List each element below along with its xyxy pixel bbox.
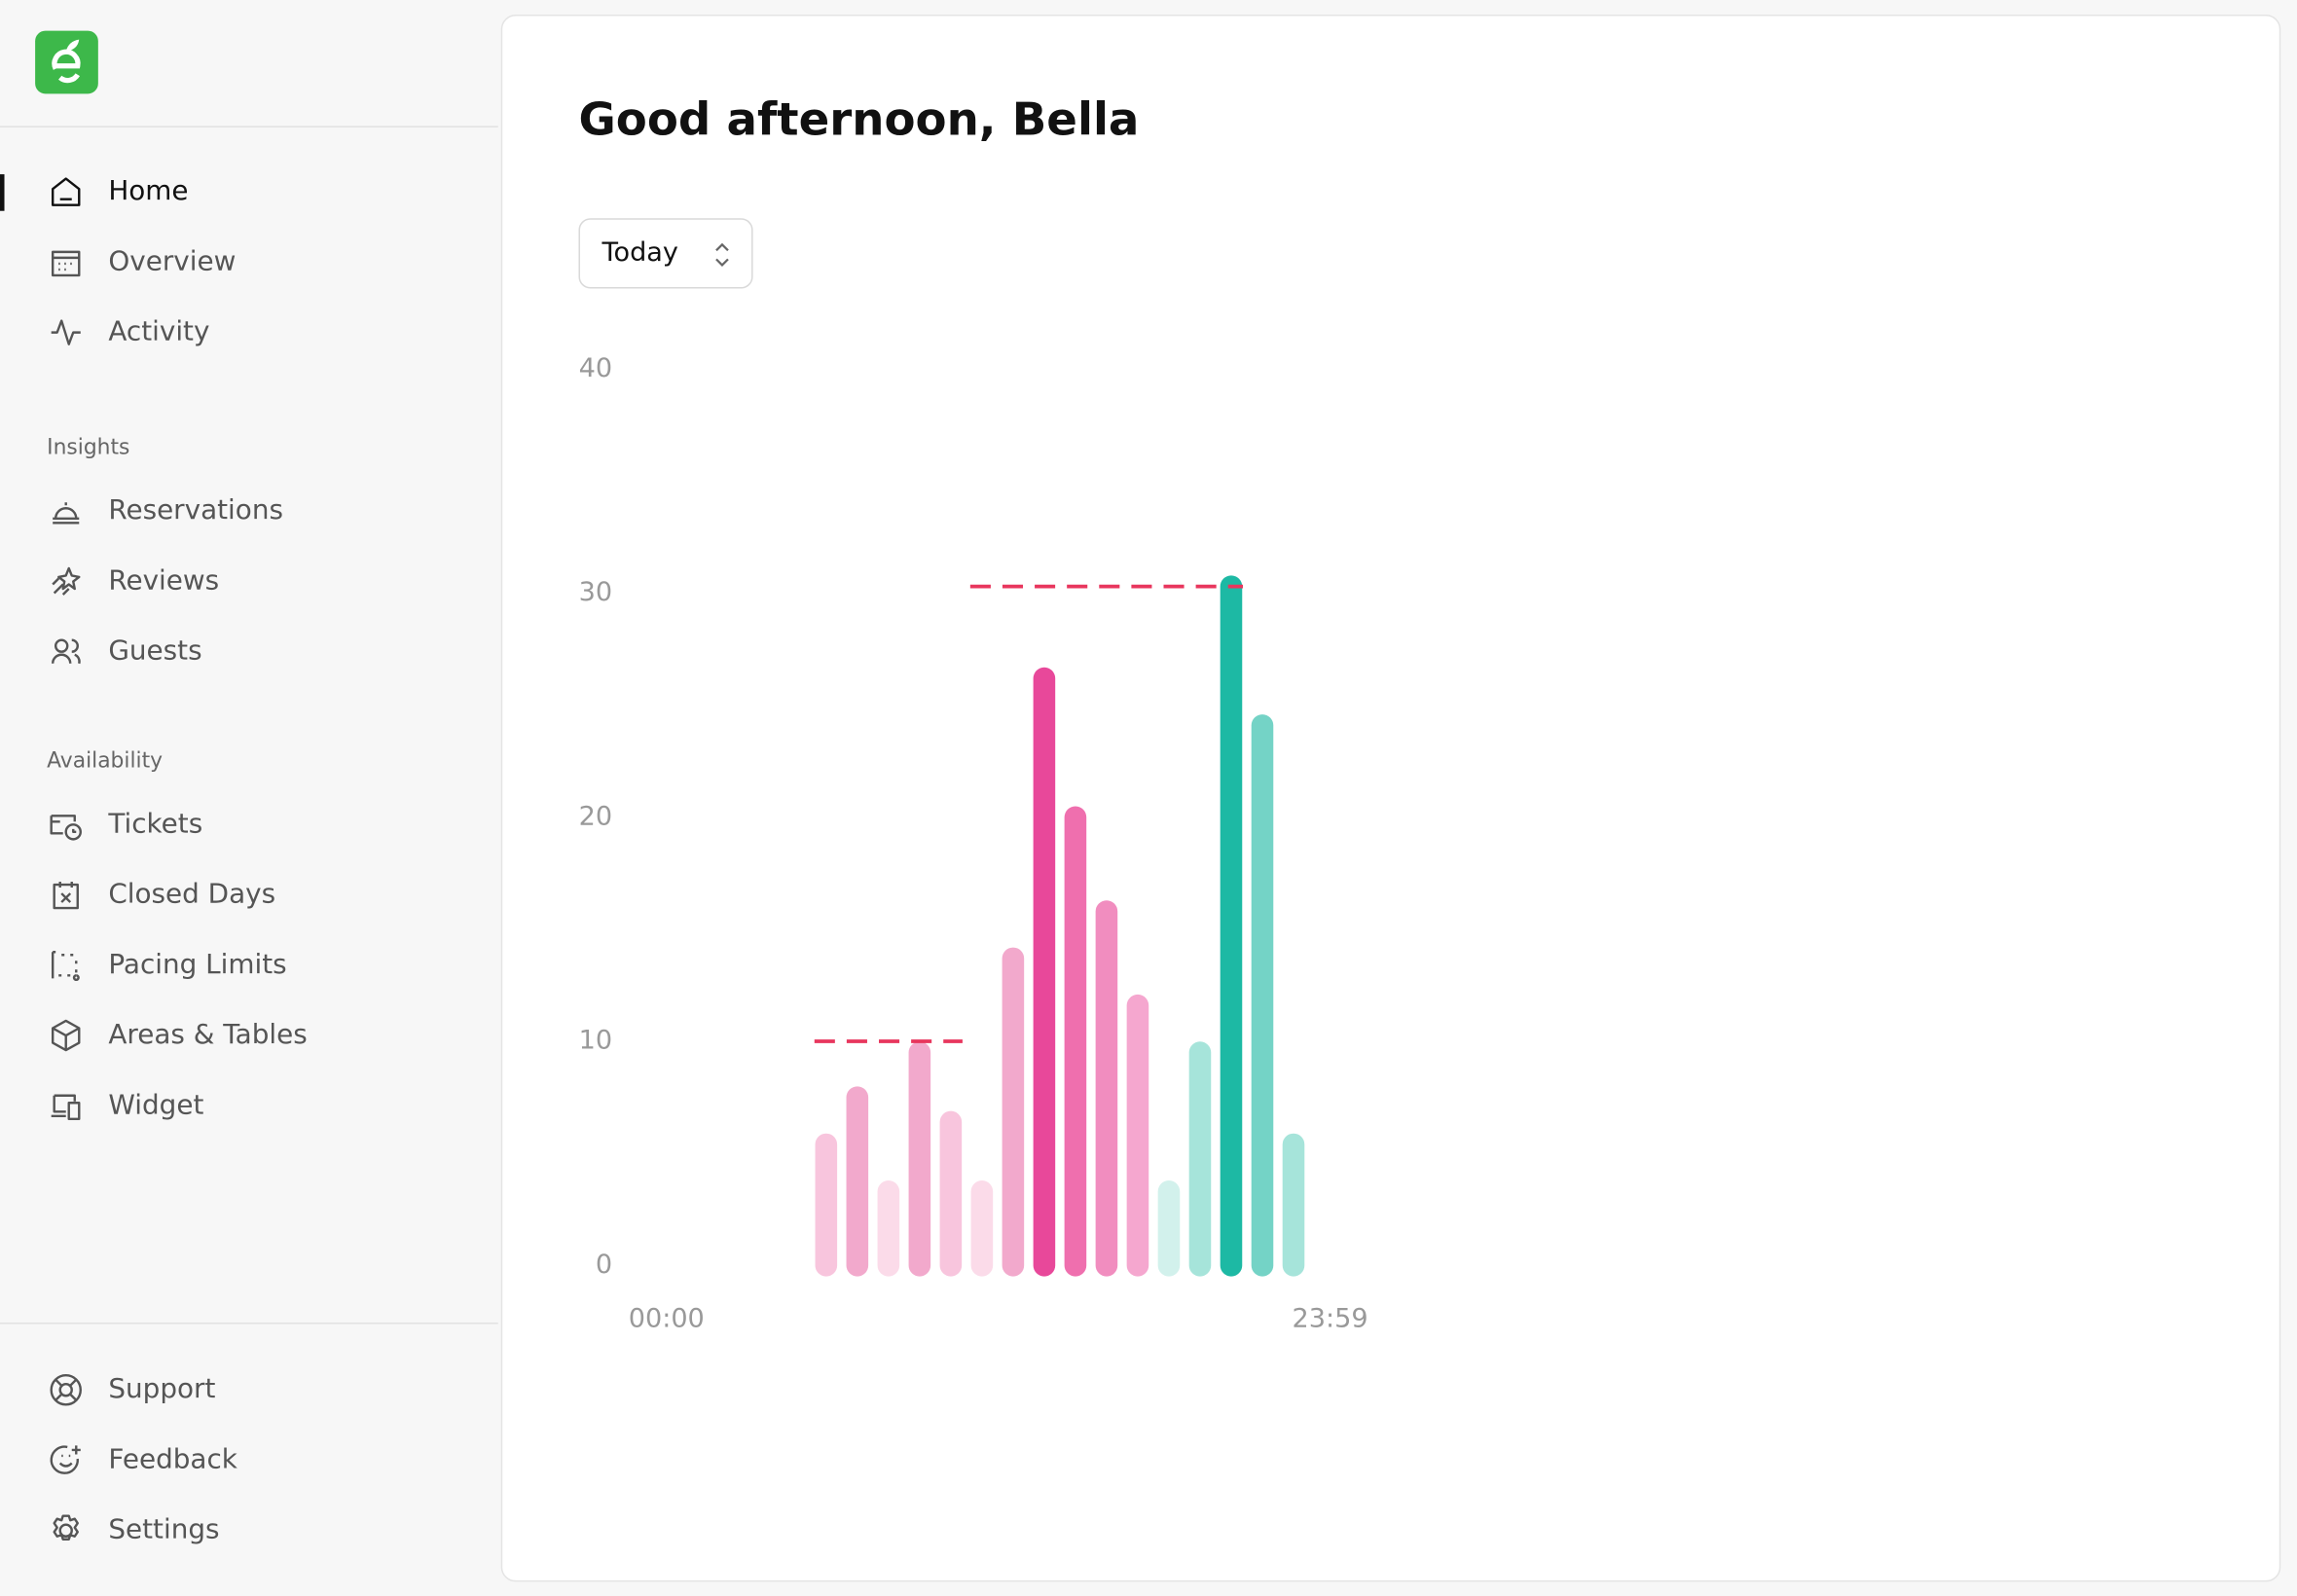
select-label: Today	[602, 236, 678, 269]
nav-icon	[51, 1094, 81, 1121]
nav-icon	[51, 319, 81, 345]
nav-item[interactable]: Activity	[108, 315, 209, 347]
sidebar: Home Overview Activity Insights Reservations…	[0, 30, 308, 1545]
bar	[1064, 806, 1087, 1277]
bar	[877, 1180, 900, 1277]
greeting: Good afternoon, Bella	[578, 93, 1140, 147]
divider	[0, 1323, 498, 1324]
nav-item[interactable]: Areas & Tables	[108, 1018, 307, 1050]
bar	[1126, 994, 1149, 1277]
nav-icon	[51, 250, 81, 277]
bar	[815, 1133, 838, 1277]
logo-leaf	[65, 39, 80, 52]
nav-item[interactable]: Feedback	[108, 1442, 237, 1474]
chevron-icon	[715, 242, 729, 268]
nav-icon	[50, 1373, 82, 1406]
bar	[1157, 1180, 1181, 1277]
bar	[1251, 714, 1274, 1277]
bar	[908, 1041, 931, 1277]
x-tick-label: 00:00	[629, 1304, 705, 1334]
nav-icon	[51, 951, 80, 982]
period-select[interactable]: Today	[578, 218, 753, 289]
bar	[1220, 575, 1243, 1277]
nav-icon	[52, 566, 81, 596]
nav-item[interactable]: Tickets	[107, 807, 202, 839]
y-tick-label: 0	[596, 1250, 612, 1280]
nav-item[interactable]: Home	[108, 174, 188, 206]
nav-icon	[51, 638, 81, 665]
y-tick-label: 10	[579, 1026, 612, 1056]
active-indicator	[0, 174, 5, 211]
nav-item[interactable]: Support	[108, 1372, 215, 1404]
logo[interactable]	[35, 30, 98, 94]
bar	[1282, 1133, 1305, 1277]
nav-icon	[53, 502, 80, 525]
nav-icon	[51, 177, 81, 206]
nav-item[interactable]: Widget	[108, 1088, 203, 1120]
bar	[846, 1086, 869, 1277]
bar	[939, 1110, 963, 1277]
section-title: Availability	[47, 749, 163, 774]
nav-item[interactable]: Pacing Limits	[108, 948, 286, 980]
nav-item[interactable]: Settings	[108, 1513, 219, 1545]
nav-item[interactable]: Reviews	[108, 563, 219, 596]
section-title: Insights	[47, 436, 129, 460]
bar	[1188, 1041, 1212, 1277]
nav-icon	[50, 815, 82, 841]
y-tick-label: 30	[579, 577, 612, 607]
bar	[1095, 900, 1118, 1277]
y-tick-label: 40	[579, 353, 612, 383]
nav-item[interactable]: Closed Days	[108, 878, 275, 910]
y-tick-label: 20	[579, 801, 612, 831]
main-panel	[500, 15, 2281, 1582]
bar	[970, 1180, 994, 1277]
nav-item[interactable]: Overview	[108, 244, 236, 276]
nav-item[interactable]: Guests	[108, 635, 201, 667]
divider	[0, 126, 498, 127]
nav-icon	[50, 1445, 81, 1474]
nav-icon	[53, 882, 79, 910]
bar	[1033, 667, 1056, 1277]
logo-mark	[52, 49, 81, 84]
bar	[1002, 947, 1025, 1277]
nav-item[interactable]: Reservations	[108, 493, 283, 526]
nav-icon	[53, 1514, 79, 1541]
x-tick-label: 23:59	[1293, 1304, 1368, 1334]
nav-icon	[51, 1019, 81, 1052]
